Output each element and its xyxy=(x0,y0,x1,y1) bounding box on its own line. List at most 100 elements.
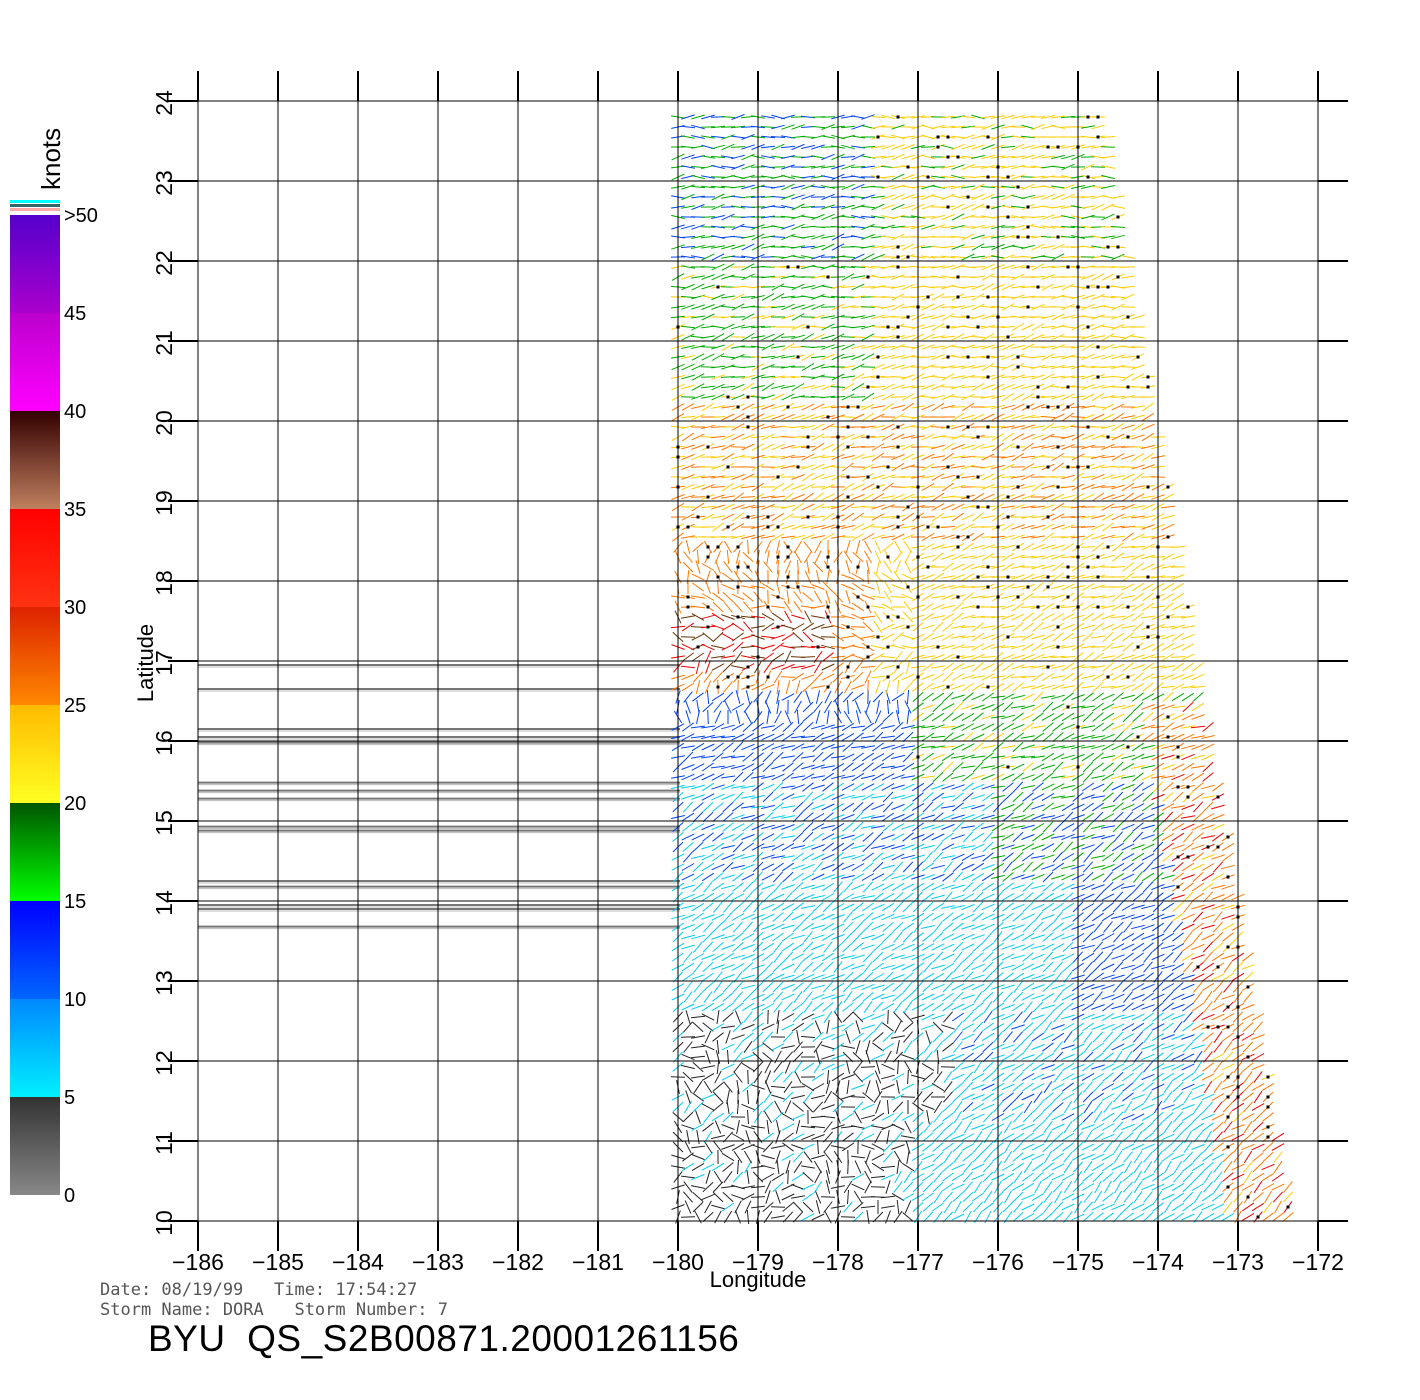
wind-vector xyxy=(861,722,875,732)
wind-vector xyxy=(962,1171,974,1183)
wind-vector xyxy=(881,844,895,850)
wind-vector xyxy=(942,1191,954,1203)
wind-vector xyxy=(921,375,935,379)
wind-vector xyxy=(1191,754,1205,760)
wind-vector xyxy=(1141,583,1155,591)
wind-vector xyxy=(1002,791,1014,803)
wind-vector xyxy=(1092,972,1104,982)
wind-vector xyxy=(1141,1143,1155,1151)
wind-vector xyxy=(1141,824,1155,830)
wind-vector xyxy=(1050,655,1066,659)
wind-vector xyxy=(1101,503,1115,511)
wind-vector xyxy=(952,602,964,612)
wind-vector xyxy=(871,762,885,772)
wind-vector xyxy=(691,773,705,781)
wind-vector xyxy=(841,375,855,379)
wind-vector xyxy=(971,974,985,980)
wind-vector xyxy=(921,384,935,390)
wind-vector xyxy=(682,1071,694,1083)
wind-vector xyxy=(1101,1083,1115,1091)
wind-vector xyxy=(1012,741,1024,753)
wind-vector xyxy=(961,555,975,559)
wind-vector xyxy=(1202,761,1214,773)
wind-vector xyxy=(701,402,715,412)
wind-vector xyxy=(741,443,755,451)
wind-vector xyxy=(681,794,695,800)
wind-vector xyxy=(972,512,984,522)
wind-vector xyxy=(941,933,955,941)
wind-vector xyxy=(981,663,995,671)
wind-vector xyxy=(1162,1022,1174,1032)
wind-vector xyxy=(681,535,695,539)
wind-vector xyxy=(920,506,936,508)
wind-vector xyxy=(1021,665,1035,669)
wind-vector xyxy=(1252,1152,1264,1162)
wind-vector xyxy=(1101,614,1115,620)
wind-vector xyxy=(811,1072,825,1082)
wind-vector xyxy=(1021,693,1035,701)
wind-vector xyxy=(1091,464,1105,470)
wind-vector xyxy=(902,751,914,763)
wind-vector xyxy=(941,633,955,641)
wind-vector xyxy=(692,841,704,853)
wind-vector xyxy=(1021,813,1035,821)
wind-vector xyxy=(781,444,795,450)
wind-vector xyxy=(800,396,816,398)
wind-vector xyxy=(801,534,815,540)
wind-vector xyxy=(721,853,735,861)
wind-vector xyxy=(901,374,915,380)
wind-vector xyxy=(941,703,955,711)
wind-vector xyxy=(961,924,975,930)
wind-vector xyxy=(1051,665,1065,669)
wind-vector xyxy=(1161,634,1175,640)
wind-vector xyxy=(1001,1163,1015,1171)
wind-vector xyxy=(801,472,815,482)
wind-vector xyxy=(761,394,775,400)
wind-vector xyxy=(1092,712,1104,722)
wind-vector xyxy=(961,402,975,412)
wind-vector xyxy=(1171,942,1185,952)
wind-vector xyxy=(892,892,904,902)
wind-vector xyxy=(1122,732,1134,742)
wind-vector xyxy=(1142,1122,1154,1132)
legend-band xyxy=(10,901,60,999)
wind-vector xyxy=(701,1002,715,1012)
wind-vector xyxy=(802,952,814,962)
wind-vector xyxy=(881,633,895,641)
wind-vector xyxy=(1091,635,1105,639)
wind-vector xyxy=(771,923,785,931)
wind-vector xyxy=(922,1181,934,1193)
wind-vector xyxy=(851,782,865,792)
wind-vector xyxy=(742,921,754,933)
wind-vector xyxy=(712,671,724,683)
wind-vector xyxy=(1201,735,1215,739)
wind-vector xyxy=(1010,676,1026,678)
wind-vector xyxy=(1062,1082,1074,1092)
wind-vector xyxy=(903,541,913,553)
wind-vector xyxy=(681,904,695,910)
wind-vector xyxy=(920,516,936,518)
wind-vector xyxy=(1201,914,1215,920)
wind-vector xyxy=(1042,802,1054,812)
wind-vector xyxy=(981,824,995,830)
wind-vector xyxy=(690,1055,706,1059)
wind-vector xyxy=(1120,466,1136,468)
rain-flag xyxy=(1066,575,1070,579)
wind-vector xyxy=(866,1210,870,1224)
wind-vector xyxy=(1061,785,1075,789)
wind-vector xyxy=(1092,1212,1104,1222)
wind-vector xyxy=(1050,425,1066,429)
wind-vector xyxy=(691,444,705,450)
wind-vector xyxy=(781,824,795,830)
wind-vector xyxy=(686,1130,690,1144)
wind-vector xyxy=(764,1080,772,1094)
wind-vector xyxy=(1042,1141,1054,1153)
wind-vector xyxy=(852,1101,864,1113)
wind-vector xyxy=(1021,713,1035,721)
wind-vector xyxy=(820,1115,836,1119)
wind-vector xyxy=(1264,1190,1272,1204)
wind-vector xyxy=(1101,712,1115,722)
wind-vector xyxy=(1181,772,1195,782)
wind-vector xyxy=(852,821,864,833)
wind-vector xyxy=(691,1045,705,1049)
